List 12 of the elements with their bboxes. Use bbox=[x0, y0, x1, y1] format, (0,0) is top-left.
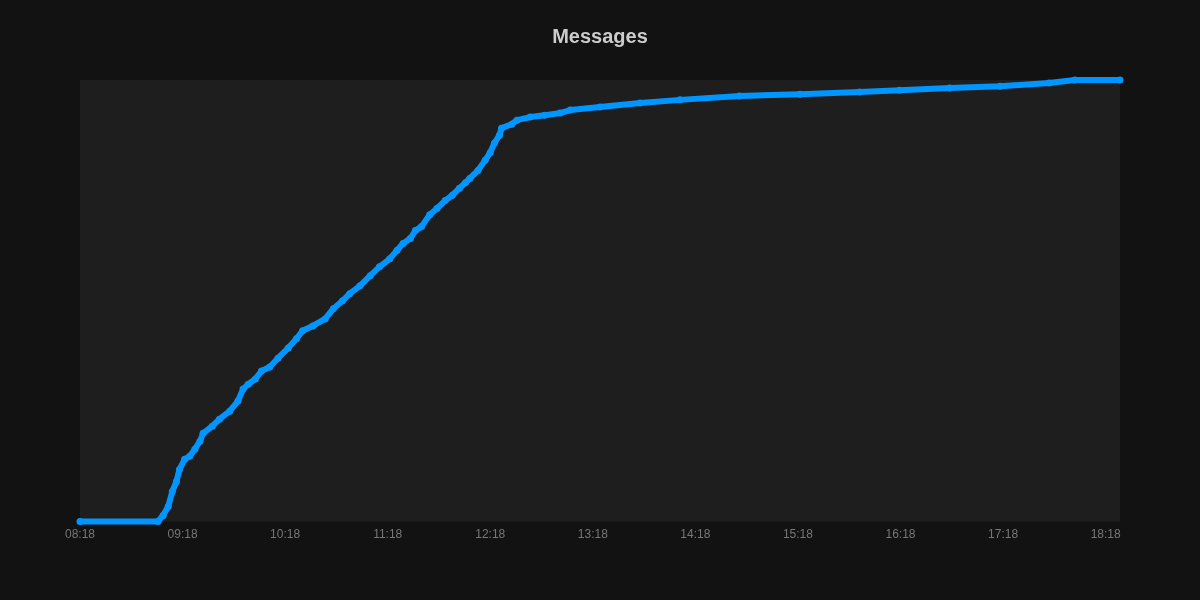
x-tick-label: 08:18 bbox=[64, 527, 96, 542]
x-tick-label: 18:18 bbox=[1090, 527, 1121, 542]
x-tick-label: 09:18 bbox=[167, 527, 198, 542]
chart-title: Messages bbox=[552, 24, 648, 47]
x-tick-label: 12:18 bbox=[475, 527, 506, 542]
x-tick-label: 11:18 bbox=[373, 527, 403, 542]
x-tick-label: 16:18 bbox=[885, 527, 916, 542]
x-tick-label: 14:18 bbox=[680, 527, 711, 542]
x-tick-label: 13:18 bbox=[577, 527, 609, 542]
x-tick-label: 15:18 bbox=[782, 527, 814, 542]
x-tick-label: 17:18 bbox=[988, 527, 1019, 542]
x-tick-label: 10:18 bbox=[270, 527, 301, 542]
